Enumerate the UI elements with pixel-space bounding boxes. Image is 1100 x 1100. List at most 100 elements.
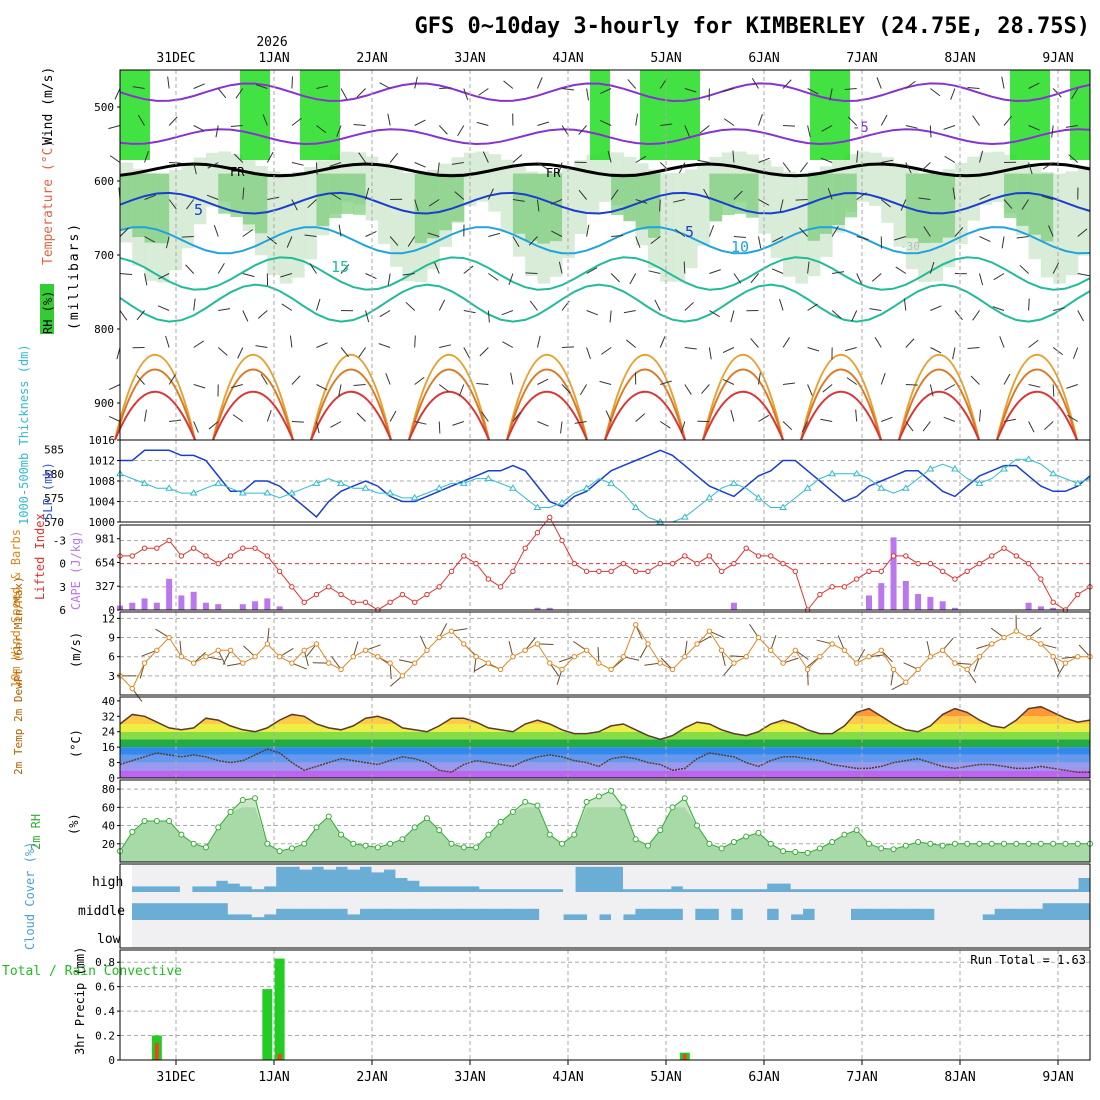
cloud-clear-cell [599,892,612,915]
wind-barb [807,347,820,352]
cape-bar [276,606,283,610]
cloud-clear-cell [778,864,792,884]
wind-barb [832,271,845,274]
rh2m-point [927,840,934,847]
cloud-clear-cell [155,920,169,948]
cape-bar [166,578,173,610]
cloud-clear-cell [718,864,732,890]
wind-barb [144,236,156,243]
wind-barb [551,230,563,237]
wind10-point [276,653,283,660]
cloud-clear-cell [527,920,540,948]
li-point [190,545,197,551]
cloud-clear-cell [670,864,684,887]
rh-band-dark [810,70,850,160]
cloud-clear-cell [479,920,492,948]
temp-tick-label: 0 [108,772,115,785]
wind10-point [190,660,197,666]
wind-barb [1052,88,1062,98]
isotherm-line [119,256,1091,291]
cloud-clear-cell [946,892,959,920]
wind-barb [758,199,770,206]
rh2m-point [964,840,971,847]
cloud-clear-cell [802,864,816,890]
wind-barb [1028,125,1040,131]
li-point [645,568,651,575]
wind-barb [1077,310,1084,322]
cloud-clear-cell [1066,892,1079,904]
cloud-clear-cell [874,892,887,909]
top-day-label: 6JAN [748,51,779,66]
wind-barb [943,416,956,422]
cloud-clear-cell [347,920,361,948]
cloud-clear-cell [383,864,396,870]
wind-barb [185,264,195,274]
pressure-tick-label: 600 [94,175,114,188]
wind-barb [358,347,366,358]
cloud-clear-cell [467,892,480,909]
rh2m-point [755,829,762,836]
cloud-clear-cell [646,892,660,909]
slp-axis-label: SLP (mb) [41,462,55,520]
wind-barb [108,125,121,130]
rh-band-mid [1004,173,1017,219]
cloud-clear-cell [132,920,145,948]
cape-bar [902,580,909,610]
cloud-clear-cell [299,864,313,870]
temp-unit-label: (°C) [69,729,83,758]
rh2m-point [239,797,246,804]
rh-band-mid [218,173,232,214]
rh2m-point [644,842,651,849]
wind-barb [356,412,366,422]
slp-tick-label: 1008 [89,475,116,488]
wind-barb [733,273,742,284]
cloud-clear-cell [407,864,420,881]
cloud-clear-cell [179,864,193,892]
wind-barb [578,189,587,200]
rh2m-point [227,808,234,815]
rh2m-point [423,815,430,822]
wind-barb [316,125,327,134]
wind-barb [918,197,931,200]
rh-band-mid [512,173,526,234]
cloud-clear-cell [503,920,516,948]
wind10-point [780,660,786,666]
isotherms [114,82,1091,441]
cloud-clear-cell [215,864,229,881]
cloud-clear-cell [311,864,325,867]
rh-band-mid [316,173,330,226]
cloud-clear-cell [359,864,372,867]
cloud-clear-cell [611,892,624,920]
wind10-point [939,647,946,654]
cloud-clear-cell [958,864,971,890]
warm-isotherm-arc [212,390,294,441]
wind-barb [1003,115,1012,126]
wind-barb [137,114,145,126]
wind-barb [365,187,370,200]
rh2m-point [301,840,308,847]
wind-barb [1077,273,1090,277]
wind-barb [537,162,548,170]
rh2m-point [902,842,909,849]
cloud-clear-cell [191,864,205,887]
warm-isotherm-arc [800,368,882,441]
cloud-clear-cell [251,864,265,890]
rh-shading [120,70,1091,284]
wind-barb [231,384,243,389]
li-point [583,568,590,575]
cloud-clear-cell [910,864,923,890]
thickness-point [312,479,321,486]
wind-barb [438,421,441,434]
rh2m-point [473,844,480,851]
li-point [829,584,835,590]
top-day-label: 5JAN [650,51,681,66]
isotherm-label-minus5: -5 [852,120,869,136]
wind-barb [291,162,304,166]
wind-barb [952,347,956,360]
rh2m-point [325,813,332,820]
wind10-point [141,660,148,666]
wind-barb [379,82,391,89]
wind-barb [537,77,543,89]
chart-title: GFS 0~10day 3-hourly for KIMBERLEY (24.7… [414,14,1090,39]
wind-barb [414,335,416,348]
